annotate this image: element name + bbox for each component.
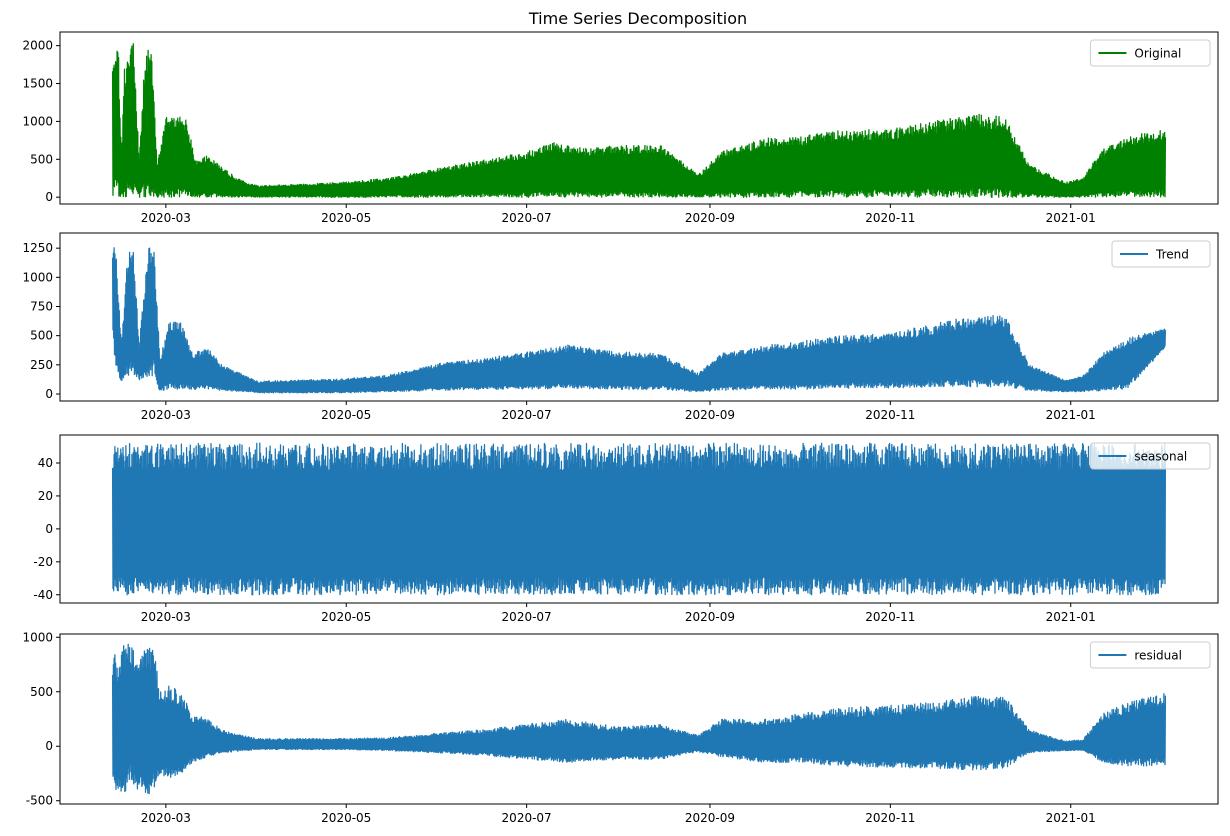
axes-frame [59, 232, 1219, 402]
x-tick-label: 2020-07 [502, 610, 552, 624]
panel-3: seasonal -40 -20 0 20 40 2020-03 2020-05 2020-07… [33, 434, 1219, 624]
x-tick-label: 2020-07 [502, 211, 552, 225]
y-tick-label: 500 [30, 685, 53, 699]
y-tick-label: 1500 [22, 77, 53, 91]
y-tick-label: 1000 [22, 270, 53, 284]
y-tick-label: 500 [30, 152, 53, 166]
series-line-seasonal [111, 442, 1167, 596]
x-tick-label: 2020-07 [502, 811, 552, 825]
x-tick-label: 2021-01 [1046, 811, 1096, 825]
legend-label: Trend [1155, 248, 1189, 262]
legend: Original [1089, 39, 1211, 67]
y-tick-label: -40 [33, 588, 53, 602]
y-tick-label: 40 [38, 456, 53, 470]
x-tick-label: 2021-01 [1046, 211, 1096, 225]
y-tick-label: 1000 [22, 630, 53, 644]
y-tick-label: 20 [38, 489, 53, 503]
legend: seasonal [1089, 442, 1211, 470]
x-tick-label: 2020-11 [865, 408, 915, 422]
y-tick-label: 0 [45, 522, 53, 536]
y-tick-label: 500 [30, 329, 53, 343]
x-tick-label: 2020-11 [865, 610, 915, 624]
axes-frame [59, 434, 1219, 604]
panel-4: residual -500 0 500 1000 2020-03 2020-05 2020-0… [22, 630, 1219, 825]
x-tick-label: 2021-01 [1046, 610, 1096, 624]
y-tick-label: 0 [45, 387, 53, 401]
x-tick-label: 2020-05 [321, 610, 371, 624]
x-tick-label: 2020-05 [321, 811, 371, 825]
y-tick-label: 250 [30, 358, 53, 372]
x-tick-label: 2020-05 [321, 408, 371, 422]
y-tick-label: 0 [45, 190, 53, 204]
x-tick-label: 2020-03 [141, 408, 191, 422]
x-tick-label: 2020-03 [141, 211, 191, 225]
y-tick-label: -20 [33, 555, 53, 569]
legend: residual [1089, 641, 1211, 669]
x-tick-label: 2020-03 [141, 610, 191, 624]
x-tick-label: 2020-07 [502, 408, 552, 422]
x-tick-label: 2021-01 [1046, 408, 1096, 422]
series-line-trend [111, 247, 1167, 394]
x-tick-label: 2020-09 [685, 811, 735, 825]
panel-2: Trend 0 250 500 750 1000 1250 2020-03 2020-05 202… [22, 232, 1219, 422]
axes-frame [59, 31, 1219, 205]
y-tick-label: 1250 [22, 241, 53, 255]
x-tick-label: 2020-05 [321, 211, 371, 225]
y-tick-label: 1000 [22, 114, 53, 128]
y-tick-label: 750 [30, 300, 53, 314]
legend: Trend [1111, 240, 1211, 268]
series-line-original [111, 43, 1167, 198]
series-line-residual [111, 643, 1167, 795]
legend-label: Original [1134, 47, 1181, 61]
axes-frame [59, 633, 1219, 805]
y-tick-label: 0 [45, 739, 53, 753]
y-tick-label: 2000 [22, 39, 53, 53]
x-tick-label: 2020-09 [685, 610, 735, 624]
x-tick-label: 2020-11 [865, 811, 915, 825]
x-tick-label: 2020-09 [685, 408, 735, 422]
legend-label: seasonal [1134, 450, 1187, 464]
x-tick-label: 2020-09 [685, 211, 735, 225]
legend-label: residual [1134, 649, 1182, 663]
x-tick-label: 2020-11 [865, 211, 915, 225]
panel-1: Original 0 500 1000 1500 2000 2020-03 2020-05 20… [22, 31, 1219, 225]
figure-title: Time Series Decomposition [528, 9, 747, 28]
y-tick-label: -500 [26, 794, 53, 808]
x-tick-label: 2020-03 [141, 811, 191, 825]
